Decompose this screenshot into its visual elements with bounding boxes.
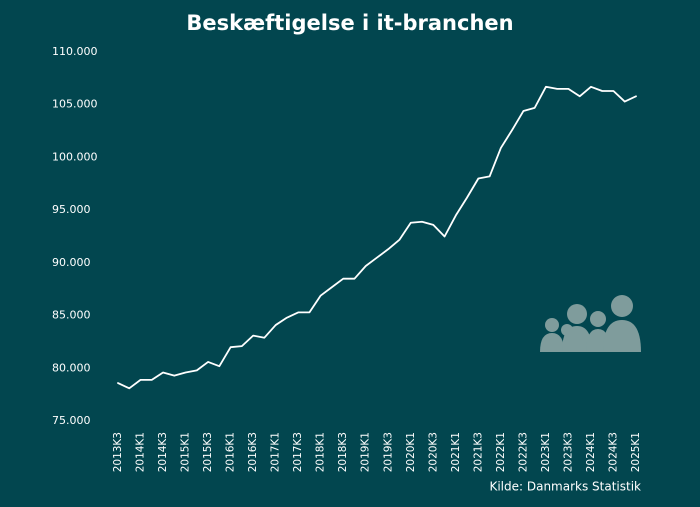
x-tick-label: 2018K3 bbox=[337, 432, 349, 472]
x-tick-label: 2023K1 bbox=[540, 432, 552, 472]
x-tick-label: 2018K1 bbox=[315, 432, 327, 472]
x-tick-label: 2017K3 bbox=[292, 432, 304, 472]
y-tick-label: 95.000 bbox=[52, 203, 91, 216]
x-tick-label: 2020K3 bbox=[427, 432, 439, 472]
x-tick-label: 2014K3 bbox=[157, 432, 169, 472]
x-tick-label: 2022K3 bbox=[517, 432, 529, 472]
y-tick-label: 90.000 bbox=[52, 256, 91, 269]
x-tick-label: 2024K3 bbox=[607, 432, 619, 472]
x-tick-label: 2022K1 bbox=[495, 432, 507, 472]
source: Kilde: Danmarks Statistik bbox=[489, 480, 641, 494]
x-tick-label: 2013K3 bbox=[112, 432, 124, 472]
x-tick-label: 2023K3 bbox=[562, 432, 574, 472]
x-tick-label: 2015K3 bbox=[202, 432, 214, 472]
x-tick-label: 2014K1 bbox=[135, 432, 147, 472]
x-tick-label: 2024K1 bbox=[585, 432, 597, 472]
y-tick-label: 110.000 bbox=[52, 45, 98, 58]
y-tick-label: 100.000 bbox=[52, 150, 98, 163]
x-tick-label: 2017K1 bbox=[270, 432, 282, 472]
people-icon bbox=[540, 295, 641, 352]
x-tick-label: 2016K3 bbox=[247, 432, 259, 472]
x-tick-label: 2015K1 bbox=[180, 432, 192, 472]
x-tick-label: 2021K1 bbox=[450, 432, 462, 472]
x-tick-label: 2021K3 bbox=[472, 432, 484, 472]
x-tick-label: 2020K1 bbox=[405, 432, 417, 472]
y-tick-label: 105.000 bbox=[52, 98, 98, 111]
x-tick-label: 2019K1 bbox=[360, 432, 372, 472]
chart-title: Beskæftigelse i it-branchen bbox=[186, 11, 513, 35]
y-tick-label: 80.000 bbox=[52, 361, 91, 374]
x-tick-label: 2025K1 bbox=[630, 432, 642, 472]
x-tick-label: 2019K3 bbox=[382, 432, 394, 472]
y-tick-label: 75.000 bbox=[52, 414, 91, 427]
x-tick-label: 2016K1 bbox=[225, 432, 237, 472]
y-tick-label: 85.000 bbox=[52, 309, 91, 322]
data-line bbox=[117, 85, 637, 390]
